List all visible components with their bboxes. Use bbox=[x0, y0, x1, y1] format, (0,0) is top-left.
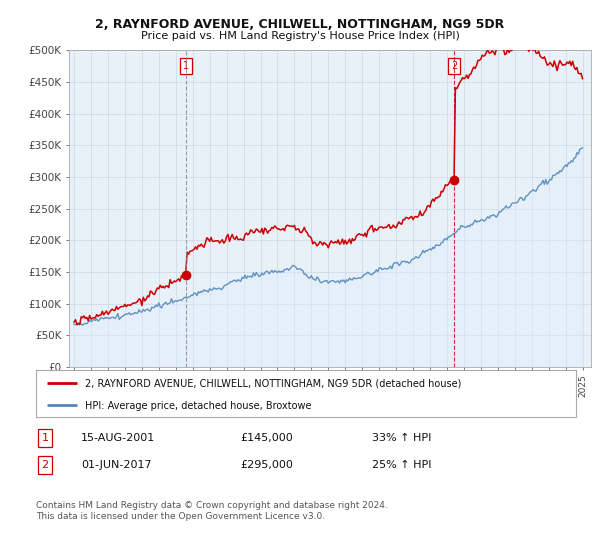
Text: 2, RAYNFORD AVENUE, CHILWELL, NOTTINGHAM, NG9 5DR: 2, RAYNFORD AVENUE, CHILWELL, NOTTINGHAM… bbox=[95, 18, 505, 31]
Text: £145,000: £145,000 bbox=[240, 433, 293, 443]
Text: 1: 1 bbox=[184, 61, 190, 71]
Text: £295,000: £295,000 bbox=[240, 460, 293, 470]
Text: 15-AUG-2001: 15-AUG-2001 bbox=[81, 433, 155, 443]
Text: HPI: Average price, detached house, Broxtowe: HPI: Average price, detached house, Brox… bbox=[85, 402, 311, 411]
Text: 2, RAYNFORD AVENUE, CHILWELL, NOTTINGHAM, NG9 5DR (detached house): 2, RAYNFORD AVENUE, CHILWELL, NOTTINGHAM… bbox=[85, 379, 461, 389]
Text: 1: 1 bbox=[41, 433, 49, 443]
Text: Contains HM Land Registry data © Crown copyright and database right 2024.
This d: Contains HM Land Registry data © Crown c… bbox=[36, 501, 388, 521]
Text: 25% ↑ HPI: 25% ↑ HPI bbox=[372, 460, 431, 470]
Text: 01-JUN-2017: 01-JUN-2017 bbox=[81, 460, 152, 470]
Text: Price paid vs. HM Land Registry's House Price Index (HPI): Price paid vs. HM Land Registry's House … bbox=[140, 31, 460, 41]
Text: 2: 2 bbox=[41, 460, 49, 470]
Text: 33% ↑ HPI: 33% ↑ HPI bbox=[372, 433, 431, 443]
Text: 2: 2 bbox=[451, 61, 457, 71]
